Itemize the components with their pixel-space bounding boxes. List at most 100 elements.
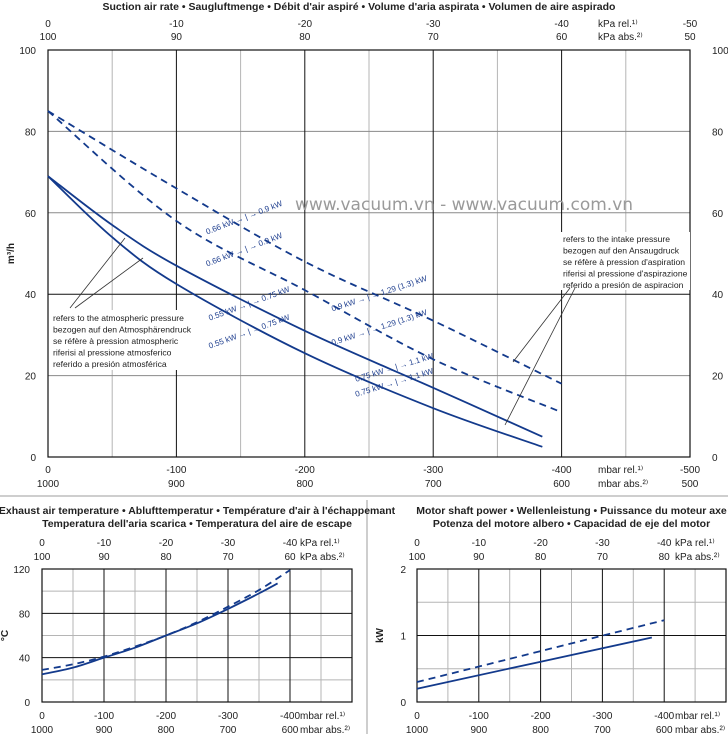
series-line-solid [416, 636, 653, 690]
y-tick-label: 40 [19, 654, 31, 665]
atmospheric-note-line: referido a presión atmosférica [53, 359, 167, 369]
y-tick-label: 100 [19, 46, 36, 57]
y-tick-label: 60 [25, 209, 37, 220]
x-unit-rel: mbar rel.¹⁾ [675, 711, 720, 722]
pointer-line [512, 287, 571, 363]
top-tick-label-abs: 50 [684, 32, 696, 43]
x-tick-label-rel: -500 [680, 465, 700, 476]
intake-note-line: se réfère à pression d'aspiration [563, 257, 685, 267]
y-tick-label: 20 [25, 372, 37, 383]
y-axis-label: m³/h [6, 243, 17, 264]
x-unit-abs: mbar abs.²⁾ [598, 479, 648, 490]
watermark-text: www.vacuum.vn - www.vacuum.com.vn [295, 195, 633, 215]
pointer-line [69, 237, 126, 309]
plot-frame [41, 568, 353, 703]
top-tick-label-rel: -20 [533, 538, 548, 549]
top-tick-label-abs: 90 [171, 32, 183, 43]
atmospheric-note-line: riferisi al pressione atmosferico [53, 348, 172, 358]
top-tick-label-rel: 0 [39, 538, 45, 549]
top-tick-label-rel: 0 [414, 538, 420, 549]
x-tick-label-abs: 800 [532, 725, 549, 734]
y-tick-label: 0 [400, 698, 406, 709]
x-tick-label-rel: -400 [552, 465, 572, 476]
top-tick-label-rel: -40 [554, 19, 569, 30]
top-tick-label-abs: 90 [98, 552, 110, 563]
x-tick-label-rel: 0 [45, 465, 51, 476]
x-tick-label-abs: 600 [656, 725, 673, 734]
top-tick-label-abs: 100 [40, 32, 57, 43]
series-line-solid [47, 175, 543, 448]
y-tick-label-right: 80 [712, 127, 724, 138]
top-tick-label-abs: 80 [299, 32, 311, 43]
top-tick-label-rel: 0 [45, 19, 51, 30]
x-tick-label-rel: 0 [39, 711, 45, 722]
top-tick-label-rel: -30 [595, 538, 610, 549]
top-tick-label-abs: 90 [473, 552, 485, 563]
x-tick-label-rel: -100 [94, 711, 114, 722]
series-line-dashed [47, 110, 562, 414]
series-line-dashed [47, 110, 562, 385]
top-tick-label-abs: 70 [428, 32, 440, 43]
top-tick-label-rel: -40 [283, 538, 298, 549]
x-tick-label-abs: 900 [470, 725, 487, 734]
y-tick-label-right: 100 [712, 46, 728, 57]
chart-title: Potenza del motore albero • Capacidad de… [433, 518, 710, 530]
curve-power-label: 0.66 kW → | → 0.9 kW [205, 231, 284, 269]
top-tick-label-abs: 100 [409, 552, 426, 563]
x-tick-label-abs: 500 [682, 479, 699, 490]
x-tick-label-abs: 700 [594, 725, 611, 734]
intake-note-box [560, 232, 690, 290]
series-line-solid [47, 175, 543, 438]
plot-frame [416, 568, 727, 703]
y-tick-label: 120 [13, 565, 30, 576]
y-tick-label-right: 40 [712, 290, 724, 301]
y-tick-label-right: 0 [712, 453, 718, 464]
top-tick-label-abs: 80 [160, 552, 172, 563]
pointer-line [504, 287, 576, 426]
top-tick-label-rel: -10 [97, 538, 112, 549]
y-tick-label: 80 [25, 127, 37, 138]
atmospheric-note-box [50, 310, 180, 370]
intake-note-line: bezogen auf den Ansaugdruck [563, 246, 680, 256]
top-tick-label-abs: 70 [222, 552, 234, 563]
top-unit-abs: kPa abs.²⁾ [300, 552, 345, 563]
x-unit-abs: mbar abs.²⁾ [675, 725, 725, 734]
x-unit-rel: mbar rel.¹⁾ [300, 711, 345, 722]
top-unit-abs: kPa abs.²⁾ [675, 552, 720, 563]
x-tick-label-abs: 700 [425, 479, 442, 490]
top-tick-label-rel: -10 [169, 19, 184, 30]
x-tick-label-abs: 1000 [37, 479, 60, 490]
y-tick-label: 40 [25, 290, 37, 301]
y-tick-label: 0 [24, 698, 30, 709]
x-tick-label-abs: 800 [158, 725, 175, 734]
top-tick-label-rel: -40 [657, 538, 672, 549]
series-line-solid [41, 582, 279, 676]
x-tick-label-rel: -100 [166, 465, 186, 476]
x-tick-label-abs: 1000 [406, 725, 429, 734]
x-unit-abs: mbar abs.²⁾ [300, 725, 350, 734]
chart-1 [41, 568, 353, 703]
chart-2 [416, 568, 727, 703]
x-tick-label-abs: 900 [168, 479, 185, 490]
x-tick-label-abs: 1000 [31, 725, 54, 734]
top-tick-label-abs: 80 [535, 552, 547, 563]
x-tick-label-rel: -400 [280, 711, 300, 722]
x-unit-rel: mbar rel.¹⁾ [598, 465, 643, 476]
intake-note-line: refers to the intake pressure [563, 234, 670, 244]
chart-title: Exhaust air temperature • Ablufttemperat… [0, 505, 396, 517]
top-tick-label-rel: -30 [426, 19, 441, 30]
top-unit-rel: kPa rel.¹⁾ [675, 538, 715, 549]
x-tick-label-rel: 0 [414, 711, 420, 722]
intake-note-line: referido a presión de aspiracion [563, 280, 684, 290]
chart-title: Temperatura dell'aria scarica • Temperat… [42, 518, 352, 530]
x-tick-label-abs: 900 [96, 725, 113, 734]
curve-power-label: 0.9 kW → | → 1.29 (1.3) kW [330, 308, 428, 348]
pointer-line [74, 257, 144, 309]
x-tick-label-abs: 600 [553, 479, 570, 490]
x-tick-label-abs: 600 [282, 725, 299, 734]
curve-power-label: 0.66 kW → | → 0.9 kW [205, 199, 284, 237]
y-tick-label: 2 [400, 565, 406, 576]
y-tick-label: 1 [400, 632, 406, 643]
atmospheric-note-line: se réfère à pression atmospheric [53, 336, 179, 346]
